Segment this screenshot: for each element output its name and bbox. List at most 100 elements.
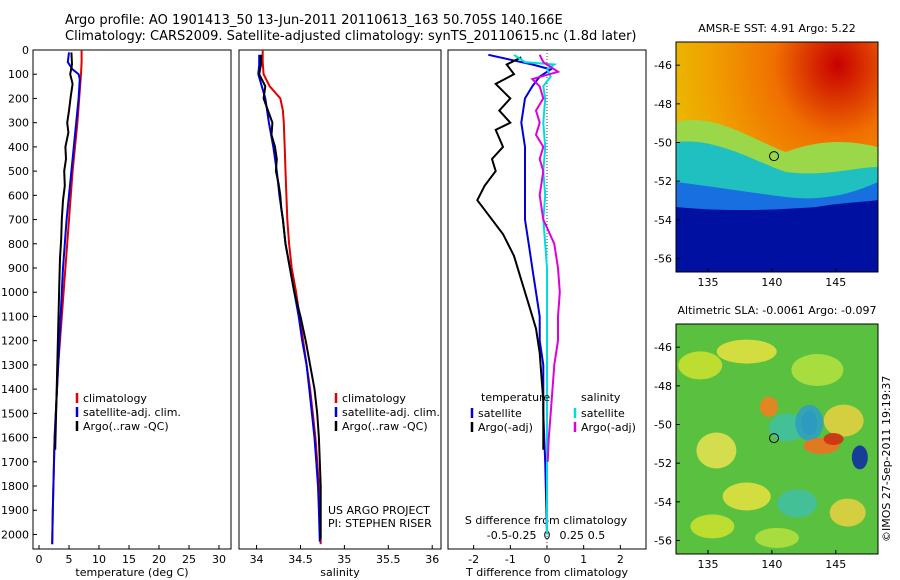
- x-tick-label: 0: [36, 553, 43, 566]
- sla-anomaly-blob: [851, 445, 868, 470]
- series-line-argo_s: [530, 54, 561, 462]
- profile-location-marker: [769, 433, 780, 444]
- map-y-tick-label: -54: [654, 496, 672, 509]
- y-tick-label: 300: [8, 117, 29, 130]
- s-tick-label: 0.5: [588, 529, 606, 542]
- legend-label: Argo(..raw -QC): [83, 420, 169, 433]
- profile-panel-1: 0100200300400500600700800900100011001200…: [1, 44, 232, 579]
- y-tick-label: 100: [8, 68, 29, 81]
- figure-title-line-1: Argo profile: AO 1901413_50 13-Jun-2011 …: [65, 13, 563, 28]
- legend-label: Argo(..raw -QC): [342, 420, 428, 433]
- x-tick-label: 1: [580, 553, 587, 566]
- y-tick-label: 1800: [1, 480, 29, 493]
- map-y-tick-label: -50: [654, 137, 672, 150]
- series-line-satellite: [257, 54, 321, 542]
- y-tick-label: 1500: [1, 407, 29, 420]
- x-tick-label: 0: [544, 553, 551, 566]
- x-tick-label: 35: [337, 553, 351, 566]
- legend-label: Argo(-adj): [581, 421, 636, 434]
- map-y-tick-label: -48: [654, 98, 672, 111]
- plot-frame: [238, 49, 442, 550]
- x-tick-label: 36: [425, 553, 439, 566]
- series-line-argo: [258, 54, 322, 540]
- sla-anomaly-blob: [823, 433, 844, 445]
- legend-label: satellite: [581, 407, 625, 420]
- x-tick-label: 20: [152, 553, 166, 566]
- x-tick-label: 5: [66, 553, 73, 566]
- series-line-argo: [476, 56, 545, 450]
- map-y-tick-label: -48: [654, 380, 672, 393]
- y-tick-label: 2000: [1, 528, 29, 541]
- sla-anomaly-blob: [795, 404, 824, 441]
- y-tick-label: 0: [22, 44, 29, 57]
- y-tick-label: 200: [8, 92, 29, 105]
- x-tick-label: 34.5: [288, 553, 313, 566]
- y-tick-label: 800: [8, 238, 29, 251]
- legend-label: satellite: [478, 407, 522, 420]
- sla-anomaly-blob: [829, 498, 866, 527]
- x-tick-label: 2: [617, 553, 624, 566]
- map-y-tick-label: -46: [654, 341, 672, 354]
- sla-anomaly-blob: [716, 339, 777, 364]
- map-y-tick-label: -56: [654, 252, 672, 265]
- sla-anomaly-blob: [678, 351, 723, 380]
- y-tick-label: 600: [8, 189, 29, 202]
- map-y-tick-label: -52: [654, 175, 672, 188]
- s-tick-label: -0.5: [487, 529, 508, 542]
- sla-anomaly-blob: [690, 514, 735, 539]
- legend-label: satellite-adj. clim.: [83, 406, 181, 419]
- map-x-tick-label: 135: [697, 276, 718, 289]
- sla-anomaly-blob: [823, 404, 864, 437]
- map-y-tick-label: -56: [654, 534, 672, 547]
- map-y-tick-label: -52: [654, 457, 672, 470]
- sla-anomaly-blob: [791, 354, 844, 386]
- y-tick-label: 1000: [1, 286, 29, 299]
- map-y-tick-label: -46: [654, 59, 672, 72]
- plot-frame: [32, 49, 232, 550]
- sla-anomaly-blob: [759, 396, 778, 417]
- y-tick-label: 900: [8, 262, 29, 275]
- series-line-satellite: [51, 52, 81, 545]
- x-tick-label: -2: [468, 553, 479, 566]
- y-tick-label: 1300: [1, 359, 29, 372]
- y-tick-label: 1200: [1, 335, 29, 348]
- sla-anomaly-blob: [755, 527, 799, 548]
- x-tick-label: 25: [182, 553, 196, 566]
- s-tick-label: 0.25: [560, 529, 585, 542]
- x-tick-label: 15: [122, 553, 136, 566]
- x-axis-label: T difference from climatology: [465, 566, 628, 579]
- s-tick-label: 0: [544, 529, 551, 542]
- series-group: [476, 53, 561, 535]
- map-x-tick-label: 145: [825, 276, 846, 289]
- sla-map-title: Altimetric SLA: -0.0061 Argo: -0.097: [677, 304, 877, 317]
- profile-panel-2: 34 34.5 35 35.5 36 salinity climatologysatelli…: [238, 49, 442, 579]
- series-line-satellite: [488, 53, 554, 535]
- y-tick-label: 1100: [1, 310, 29, 323]
- project-label-line-1: US ARGO PROJECT: [328, 504, 430, 517]
- y-tick-label: 500: [8, 165, 29, 178]
- map-x-tick-label: 135: [697, 558, 718, 571]
- y-tick-label: 1700: [1, 456, 29, 469]
- series-group: [257, 50, 322, 545]
- x-axis-label: temperature (deg C): [75, 566, 188, 579]
- x-tick-label: 34: [250, 553, 264, 566]
- map-y-tick-label: -54: [654, 214, 672, 227]
- series-group: [51, 50, 83, 545]
- figure-title-line-2: Climatology: CARS2009. Satellite-adjuste…: [65, 29, 637, 44]
- map-x-tick-label: 140: [761, 276, 782, 289]
- profile-location-marker: [769, 151, 780, 162]
- legend-label: satellite-adj. clim.: [342, 406, 440, 419]
- legend-header: temperature: [481, 391, 550, 404]
- map-y-tick-label: -50: [654, 419, 672, 432]
- sst-map-title: AMSR-E SST: 4.91 Argo: 5.22: [698, 22, 856, 35]
- x-axis-label: salinity: [320, 566, 360, 579]
- project-label-line-2: PI: STEPHEN RISER: [328, 517, 432, 530]
- sla-anomaly-blob: [696, 432, 737, 469]
- legend-label: Argo(-adj): [478, 421, 533, 434]
- sst-map: 135 140 145 -46 -48 -50 -52 -54 -56: [654, 41, 879, 289]
- x-tick-label: 30: [212, 553, 226, 566]
- sst-band-darkblue: [676, 200, 878, 272]
- y-tick-label: 1900: [1, 504, 29, 517]
- sla-anomaly-blob: [777, 489, 818, 518]
- map-x-tick-label: 145: [825, 558, 846, 571]
